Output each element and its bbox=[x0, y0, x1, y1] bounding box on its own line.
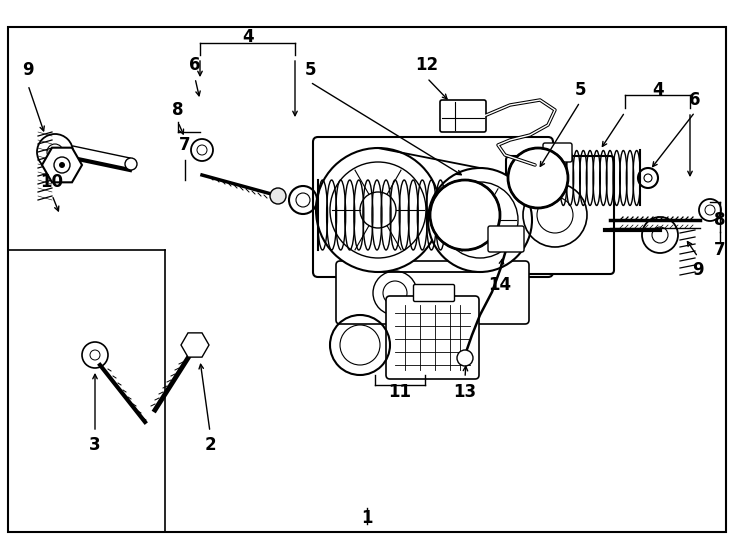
Text: 14: 14 bbox=[488, 276, 512, 294]
Text: 13: 13 bbox=[454, 383, 476, 401]
Text: 2: 2 bbox=[204, 436, 216, 454]
Text: 4: 4 bbox=[242, 28, 254, 46]
Text: 6: 6 bbox=[189, 56, 201, 74]
Circle shape bbox=[428, 168, 532, 272]
Circle shape bbox=[316, 148, 440, 272]
FancyBboxPatch shape bbox=[336, 261, 529, 324]
Text: 5: 5 bbox=[305, 61, 316, 79]
Circle shape bbox=[59, 162, 65, 168]
Circle shape bbox=[330, 162, 426, 258]
Circle shape bbox=[125, 158, 137, 170]
FancyBboxPatch shape bbox=[413, 285, 454, 301]
Text: 8: 8 bbox=[714, 211, 726, 229]
FancyBboxPatch shape bbox=[313, 137, 553, 277]
Circle shape bbox=[430, 180, 500, 250]
Text: 9: 9 bbox=[692, 261, 704, 279]
FancyBboxPatch shape bbox=[506, 156, 614, 274]
FancyBboxPatch shape bbox=[440, 100, 486, 132]
Circle shape bbox=[457, 350, 473, 366]
Circle shape bbox=[466, 206, 494, 234]
Circle shape bbox=[270, 188, 286, 204]
Text: 5: 5 bbox=[574, 81, 586, 99]
Text: 12: 12 bbox=[415, 56, 438, 74]
Text: 1: 1 bbox=[361, 509, 373, 527]
Text: 6: 6 bbox=[689, 91, 701, 109]
Text: 11: 11 bbox=[388, 383, 412, 401]
Text: 4: 4 bbox=[653, 81, 664, 99]
Text: 9: 9 bbox=[22, 61, 34, 79]
Text: 3: 3 bbox=[90, 436, 101, 454]
Text: 8: 8 bbox=[172, 101, 184, 119]
Circle shape bbox=[508, 148, 568, 208]
FancyBboxPatch shape bbox=[488, 226, 524, 252]
Circle shape bbox=[360, 192, 396, 228]
Text: 7: 7 bbox=[714, 241, 726, 259]
FancyBboxPatch shape bbox=[543, 143, 572, 162]
Text: 10: 10 bbox=[40, 173, 64, 191]
FancyBboxPatch shape bbox=[386, 296, 479, 379]
Circle shape bbox=[442, 182, 518, 258]
Text: 7: 7 bbox=[179, 136, 191, 154]
